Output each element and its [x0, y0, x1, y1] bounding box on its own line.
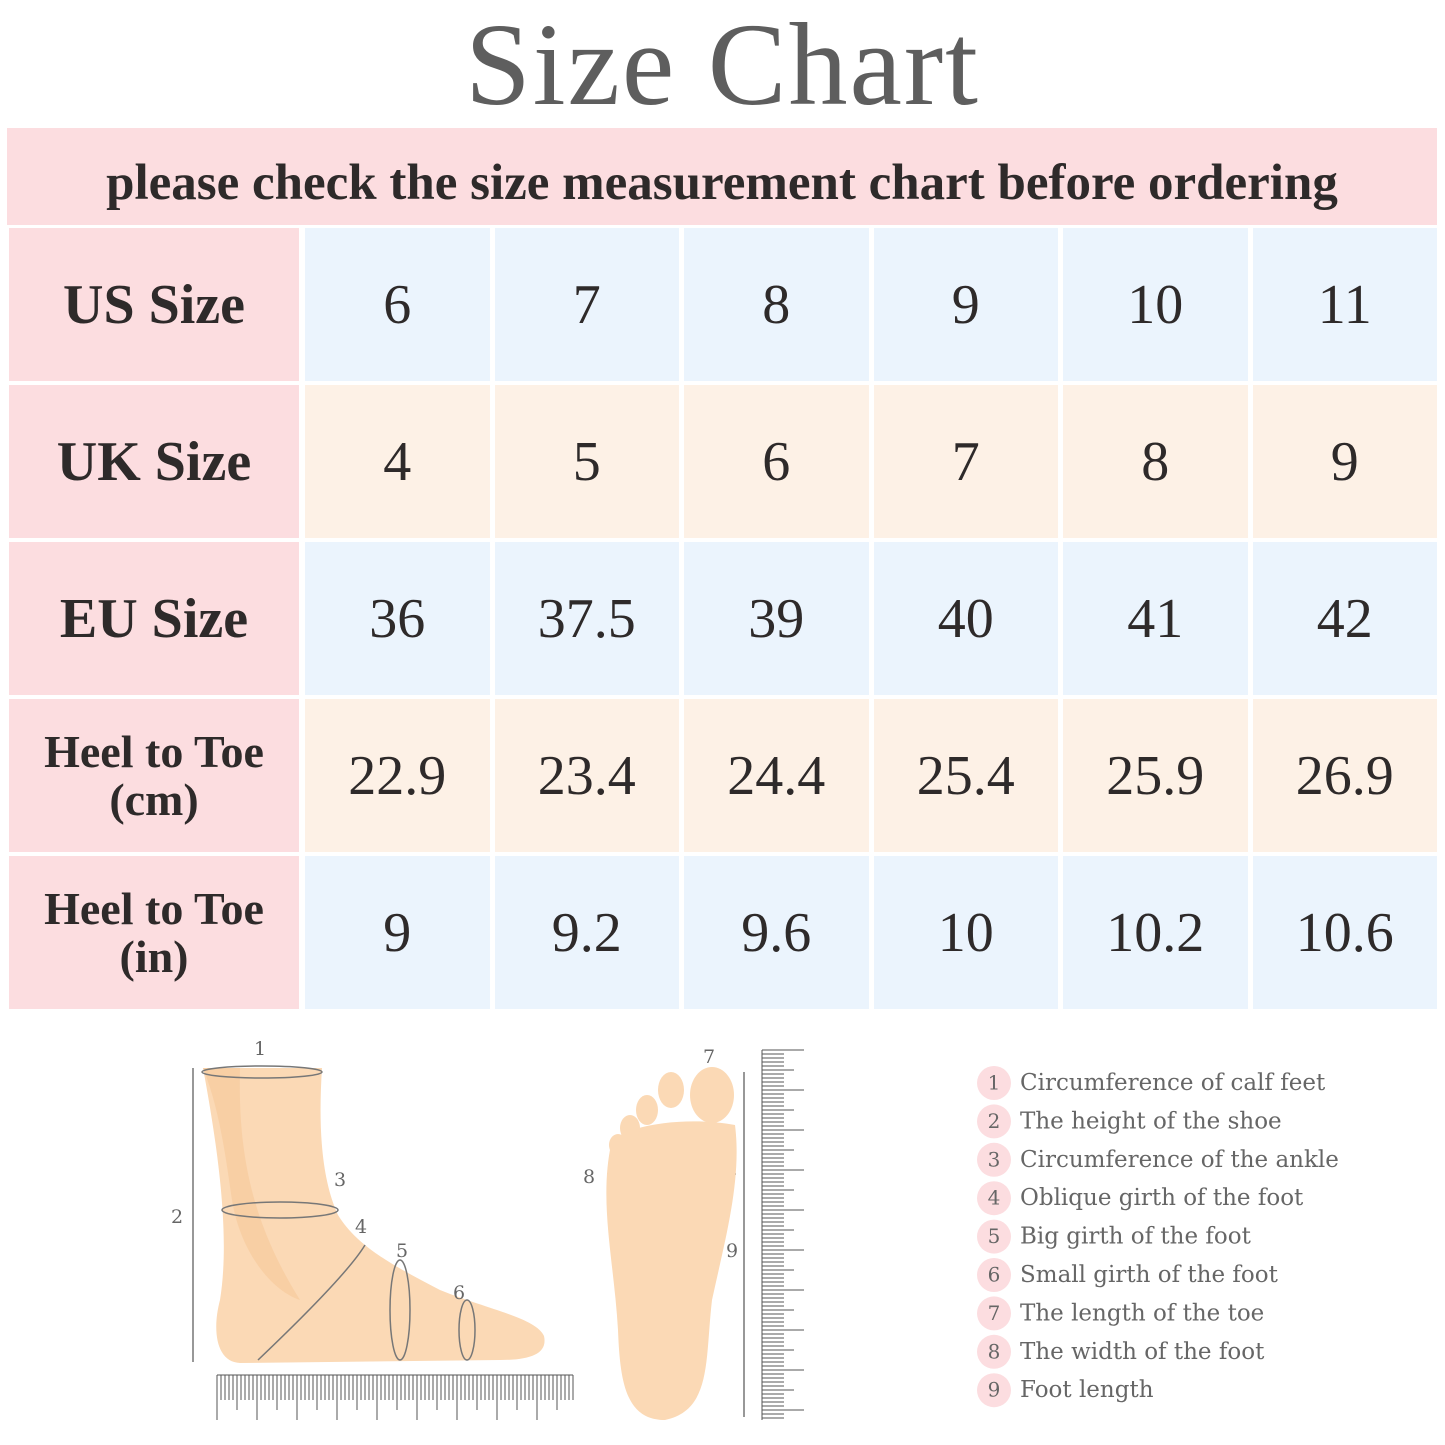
size-cell: 9.6 — [684, 856, 869, 1009]
size-cell: 7 — [494, 228, 679, 381]
diagram-label: 8 — [583, 1166, 595, 1188]
legend-number: 6 — [988, 1263, 1001, 1287]
size-cell: 9 — [1252, 385, 1437, 538]
legend-badge — [977, 1066, 1011, 1100]
size-cell: 7 — [873, 385, 1058, 538]
size-cell: 5 — [494, 385, 679, 538]
legend-number: 4 — [988, 1186, 1001, 1210]
diagram-label: 4 — [355, 1216, 367, 1238]
legend-badge — [977, 1373, 1011, 1408]
row-label: UK Size — [9, 385, 299, 538]
legend-text: Foot length — [1020, 1377, 1154, 1403]
size-cell: 4 — [305, 385, 490, 538]
subtitle-banner: please check the size measurement chart … — [7, 128, 1437, 225]
row-label: US Size — [9, 228, 299, 381]
legend-text: Small girth of the foot — [1020, 1262, 1279, 1288]
size-cell: 8 — [684, 228, 869, 381]
size-cell: 11 — [1252, 228, 1437, 381]
row-label: Heel to Toe (in) — [9, 856, 299, 1009]
legend-text: Big girth of the foot — [1020, 1224, 1252, 1250]
size-cell: 10 — [873, 856, 1058, 1009]
size-cell: 23.4 — [494, 699, 679, 852]
legend-text: The height of the shoe — [1020, 1108, 1282, 1134]
legend-text: The width of the foot — [1020, 1339, 1265, 1365]
legend-badge — [977, 1258, 1011, 1292]
diagram-label: 3 — [334, 1169, 346, 1191]
size-cell: 10 — [1063, 228, 1248, 381]
illustration: 1 2 3 4 5 6 7 8 9 1 Circumference of calf feet 2 The… — [171, 1038, 1339, 1420]
legend-text: Circumference of the ankle — [1020, 1147, 1339, 1173]
legend-text: Circumference of calf feet — [1020, 1070, 1326, 1096]
legend-number: 9 — [988, 1378, 1001, 1402]
size-cell: 6 — [305, 228, 490, 381]
toes — [609, 1067, 734, 1156]
diagram-label: 1 — [254, 1038, 266, 1060]
row-label: Heel to Toe (cm) — [9, 699, 299, 852]
legend-badge — [977, 1296, 1011, 1331]
size-cell: 24.4 — [684, 699, 869, 852]
size-cell: 8 — [1063, 385, 1248, 538]
size-cell: 25.4 — [873, 699, 1058, 852]
size-cell: 10.2 — [1063, 856, 1248, 1009]
legend-number: 1 — [988, 1071, 1001, 1095]
diagram-label: 9 — [726, 1240, 738, 1262]
size-cell: 9 — [305, 856, 490, 1009]
legend-number: 8 — [988, 1339, 1001, 1363]
legend-badge — [977, 1104, 1011, 1139]
rulers — [216, 1049, 804, 1420]
row-label: EU Size — [9, 542, 299, 695]
diagram-label: 2 — [171, 1206, 183, 1228]
diagram-label: 5 — [396, 1240, 408, 1262]
size-cell: 10.6 — [1252, 856, 1437, 1009]
legend-text: Oblique girth of the foot — [1020, 1185, 1304, 1211]
size-cell: 42 — [1252, 542, 1437, 695]
size-cell: 25.9 — [1063, 699, 1248, 852]
size-cell: 9 — [873, 228, 1058, 381]
leg-shade — [203, 1068, 300, 1300]
size-cell: 39 — [684, 542, 869, 695]
legend-number: 3 — [988, 1147, 1001, 1171]
legend-badge — [977, 1181, 1011, 1216]
legend-badge — [977, 1142, 1011, 1177]
sole — [606, 1121, 737, 1420]
legend-text: The length of the toe — [1020, 1300, 1264, 1326]
size-cell: 41 — [1063, 542, 1248, 695]
diagram-label: 7 — [703, 1046, 715, 1068]
legend-number: 5 — [988, 1224, 1001, 1248]
title: Size Chart — [465, 0, 980, 130]
size-cell: 9.2 — [494, 856, 679, 1009]
size-cell: 26.9 — [1252, 699, 1437, 852]
size-cell: 6 — [684, 385, 869, 538]
size-cell: 37.5 — [494, 542, 679, 695]
diagram-label: 6 — [453, 1282, 465, 1304]
legend-number: 7 — [988, 1301, 1001, 1325]
size-cell: 40 — [873, 542, 1058, 695]
size-cell: 36 — [305, 542, 490, 695]
legend-number: 2 — [988, 1109, 1001, 1133]
legend-badge — [977, 1219, 1011, 1254]
size-cell: 22.9 — [305, 699, 490, 852]
legend-badge — [977, 1334, 1011, 1369]
